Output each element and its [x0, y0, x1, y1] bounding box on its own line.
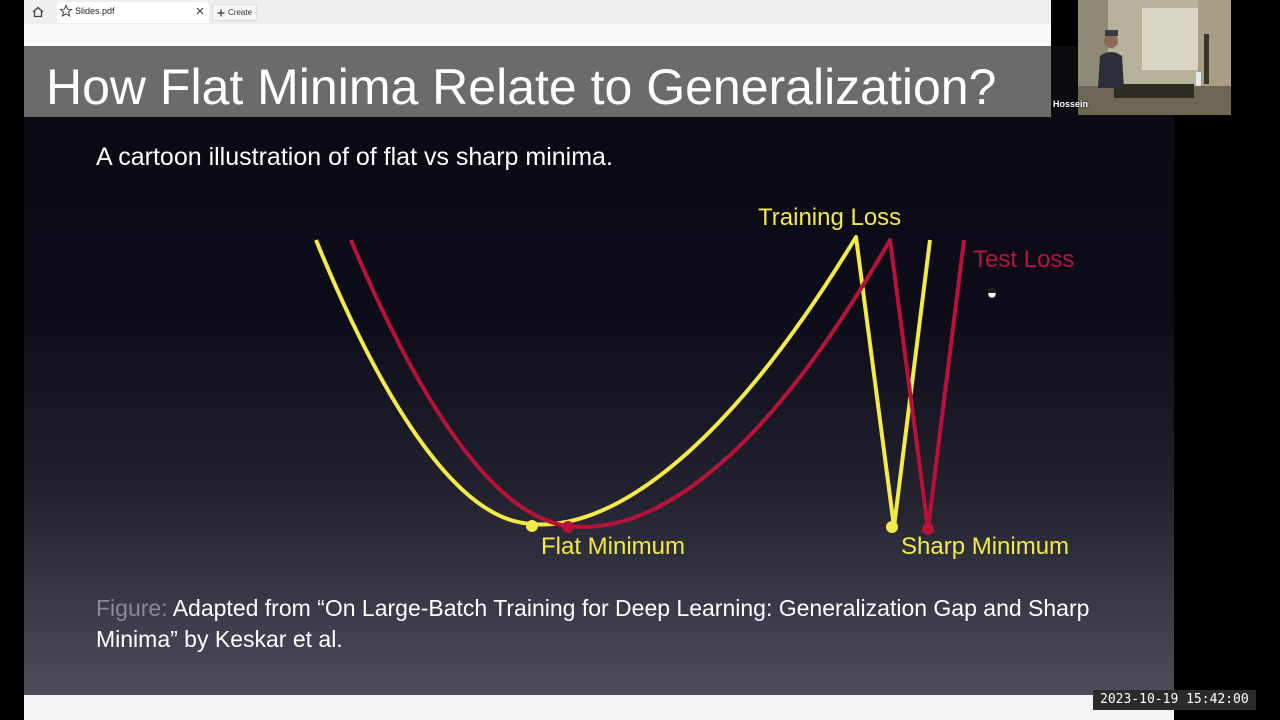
browser-tab[interactable]: Slides.pdf — [57, 2, 209, 23]
home-icon[interactable] — [30, 4, 46, 20]
browser-tab-bar: Slides.pdf Create — [24, 0, 1051, 25]
webcam-video — [1078, 0, 1231, 115]
flat-minimum-test-dot — [562, 521, 574, 533]
training-loss-curve — [314, 235, 932, 529]
slide-title-bar: How Flat Minima Relate to Generalization… — [24, 46, 1051, 117]
test-loss-curve — [349, 238, 966, 531]
sharp-minimum-training-dot — [886, 521, 898, 533]
flat-minimum-label: Flat Minimum — [541, 533, 685, 560]
bottom-strip — [24, 695, 1174, 720]
figure-caption: Figure: Adapted from “On Large-Batch Tra… — [96, 593, 1096, 655]
flat-minimum-training-dot — [526, 520, 538, 532]
close-icon[interactable] — [194, 5, 206, 17]
sharp-minimum-test-dot — [922, 523, 934, 535]
caption-prefix: Figure: — [96, 595, 168, 621]
slide-subtitle: A cartoon illustration of of flat vs sha… — [96, 143, 613, 171]
create-button[interactable]: Create — [212, 4, 258, 21]
tab-title: Slides.pdf — [75, 6, 115, 16]
slide-title: How Flat Minima Relate to Generalization… — [46, 59, 997, 115]
create-label: Create — [228, 8, 253, 17]
training-loss-label: Training Loss — [758, 204, 901, 231]
toolbar-strip — [24, 24, 1051, 46]
plus-icon — [217, 9, 225, 16]
loss-illustration: Training Loss Test Loss Flat Minimum Sha… — [314, 204, 1074, 560]
caption-text: Adapted from “On Large-Batch Training fo… — [96, 595, 1090, 652]
slide-body: A cartoon illustration of of flat vs sha… — [24, 117, 1174, 695]
test-loss-label: Test Loss — [973, 246, 1074, 273]
sharp-minimum-label: Sharp Minimum — [901, 533, 1069, 560]
speaker-image — [1078, 0, 1231, 115]
timestamp: 2023-10-19 15:42:00 — [1093, 690, 1256, 710]
hand-cursor-icon — [987, 287, 997, 299]
star-icon[interactable] — [59, 4, 73, 18]
participant-name: Hossein — [1053, 99, 1089, 109]
